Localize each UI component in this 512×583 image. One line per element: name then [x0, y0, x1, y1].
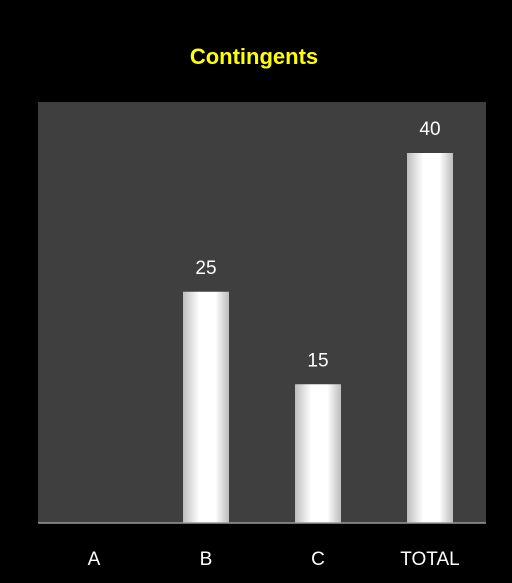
x-axis-tick-labels: A B C TOTAL: [88, 549, 460, 570]
bar-total: [407, 153, 453, 523]
bars: [183, 153, 453, 523]
x-tick-label-a: A: [88, 549, 101, 570]
data-label-b: 25: [195, 258, 216, 279]
x-tick-label-b: B: [200, 549, 213, 570]
x-tick-label-total: TOTAL: [400, 549, 459, 570]
data-label-c: 15: [307, 350, 328, 371]
data-labels: 25 15 40: [195, 119, 440, 371]
bar-c: [295, 384, 341, 523]
x-tick-label-c: C: [311, 549, 325, 570]
data-label-total: 40: [419, 119, 440, 140]
chart-title: Contingents: [190, 44, 318, 69]
bar-b: [183, 291, 229, 523]
